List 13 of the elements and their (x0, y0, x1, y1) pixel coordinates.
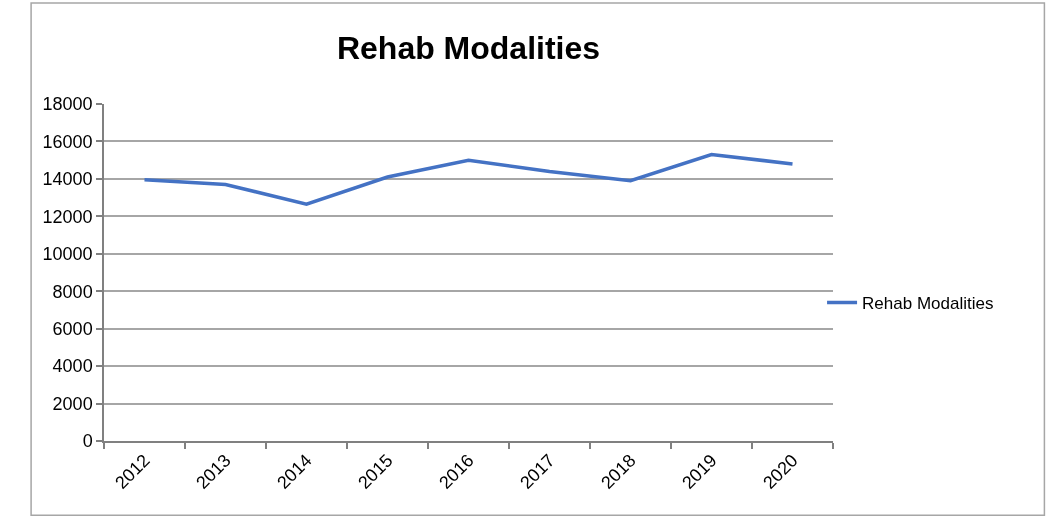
y-tick-label: 18000 (42, 94, 93, 115)
y-tick-label: 4000 (52, 356, 93, 377)
y-tick-label: 6000 (52, 318, 93, 339)
line-series (142, 152, 795, 206)
y-tick-label: 8000 (52, 281, 93, 302)
chart-title: Rehab Modalities (336, 30, 601, 67)
y-tick-label: 16000 (42, 131, 93, 152)
y-tick-label: 14000 (42, 169, 93, 190)
y-tick-label: 10000 (42, 244, 93, 265)
legend-label: Rehab Modalities (862, 294, 994, 314)
y-tick-label: 0 (82, 431, 93, 452)
y-tick-label: 12000 (42, 206, 93, 227)
y-tick-label: 2000 (52, 393, 93, 414)
